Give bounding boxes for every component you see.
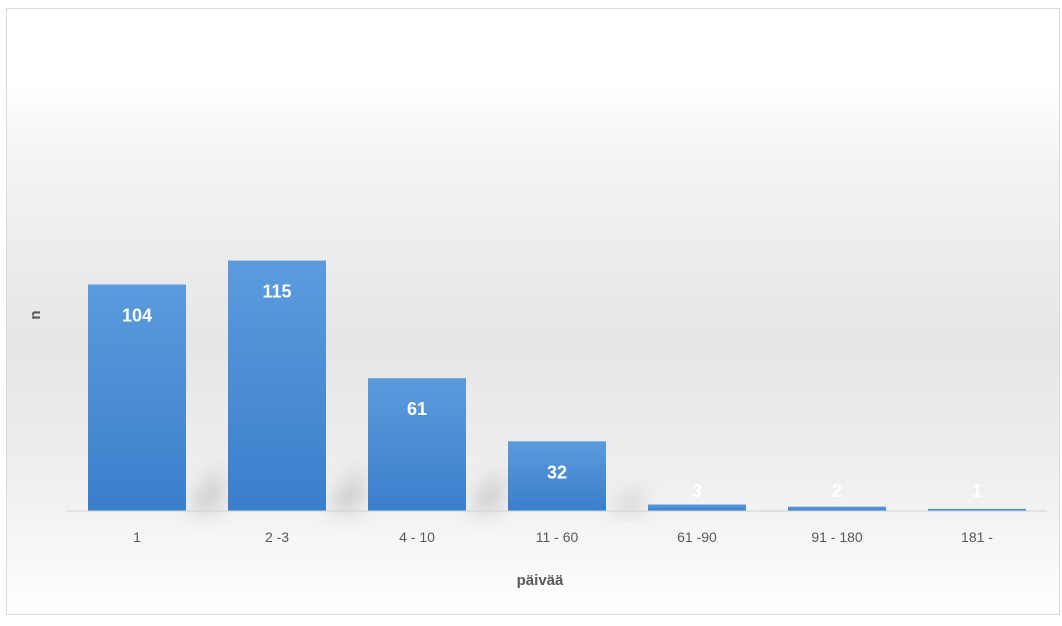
bar [88,284,186,511]
data-label: 1 [972,481,982,501]
y-axis-title: n [27,310,44,319]
x-tick-label: 4 - 10 [399,529,435,545]
x-axis-title: päivää [517,572,564,589]
bars-group [88,260,1026,511]
bar-shadows [186,463,781,511]
bar [648,504,746,511]
data-label: 104 [122,306,152,326]
bar [508,441,606,511]
bar-shadow [606,488,641,511]
data-label: 2 [832,481,842,501]
bar-chart: 1 2 -3 4 - 10 11 - 60 61 -90 91 - 180 181 - 10… [27,260,1047,589]
bar-shadow [746,508,781,511]
x-tick-label: 11 - 60 [536,529,579,545]
x-tick-label: 2 -3 [265,529,289,545]
data-label: 61 [407,399,427,419]
bar [928,508,1026,511]
x-tick-label: 61 -90 [677,529,717,545]
bar [228,260,326,511]
data-label: 3 [692,481,702,501]
x-tick-label: 1 [133,529,141,545]
bar-shadow [326,463,361,511]
bar-shadow [466,467,501,511]
chart-frame: 1 2 -3 4 - 10 11 - 60 61 -90 91 - 180 181 - 10… [6,8,1060,615]
x-tick-label: 181 - [961,529,993,545]
data-label: 32 [547,462,567,482]
x-tick-labels: 1 2 -3 4 - 10 11 - 60 61 -90 91 - 180 181 - [133,529,993,545]
x-tick-label: 91 - 180 [811,529,863,545]
data-label: 115 [262,282,291,302]
bar-shadow [186,463,221,511]
bar [368,378,466,511]
bar [788,506,886,511]
